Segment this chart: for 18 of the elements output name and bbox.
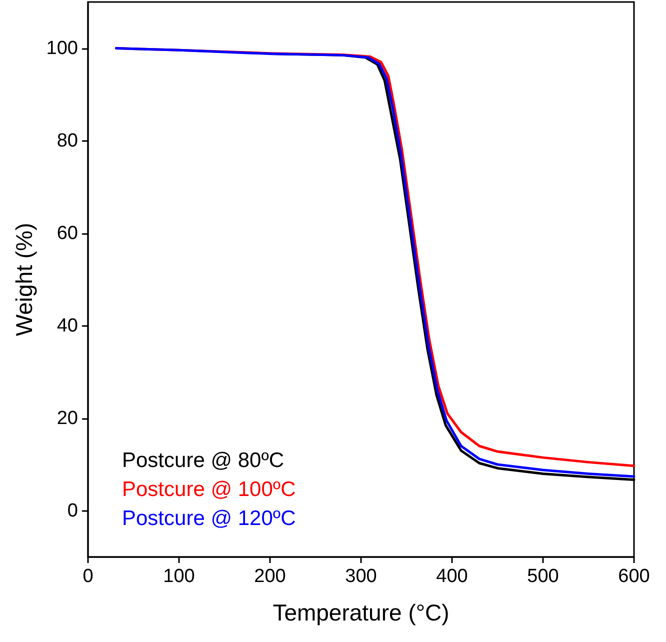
x-tick-label: 600	[618, 566, 650, 587]
x-tick-label: 400	[436, 566, 468, 587]
x-tick-label: 300	[345, 566, 377, 587]
y-tick-label: 80	[56, 130, 78, 152]
x-axis-title: Temperature (°C)	[272, 600, 450, 626]
x-tick-label: 500	[527, 566, 559, 587]
x-tick-label: 200	[254, 566, 286, 587]
y-tick-label: 60	[56, 222, 78, 244]
text: Postcure @ 80ºC	[122, 449, 284, 472]
x-tick-label: 100	[163, 566, 195, 587]
text: Postcure @ 100ºC	[122, 478, 296, 501]
y-tick-label: 40	[56, 315, 78, 336]
text: Postcure @ 120ºC	[122, 507, 296, 530]
y-axis-title: Weight (%)	[10, 222, 37, 336]
x-tick-label: 0	[82, 566, 94, 587]
y-tick-label: 0	[67, 500, 78, 522]
y-tick-label: 20	[56, 408, 78, 429]
y-tick-label: 100	[46, 38, 78, 59]
